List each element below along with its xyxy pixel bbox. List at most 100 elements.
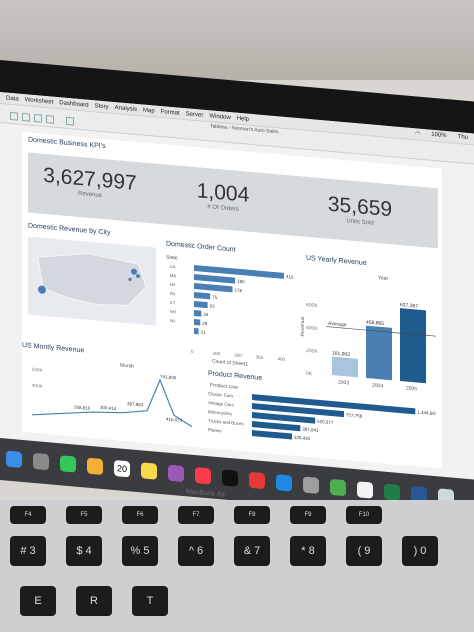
menu-worksheet[interactable]: Worksheet (24, 96, 54, 106)
order-bar-label: 416 (286, 274, 294, 280)
launchpad-icon[interactable] (33, 452, 49, 471)
dashboard-title: Domestic Business KPI's (28, 136, 106, 151)
number-key[interactable]: * 8 (290, 536, 326, 566)
order-tick-label: 200 (234, 353, 242, 359)
kpi-units: 35,659 Units Sold (310, 191, 410, 230)
number-key[interactable]: # 3 (10, 536, 46, 566)
product-line-label: Trucks and Buses (208, 418, 245, 426)
menu-help[interactable]: Help (236, 115, 250, 123)
menu-map[interactable]: Map (142, 107, 155, 115)
order-bar-label: 34 (203, 312, 208, 317)
monthly-point-label: 741,835 (160, 374, 177, 380)
menu-server[interactable]: Server (185, 110, 204, 119)
function-key[interactable]: F5 (66, 506, 102, 524)
order-tick-label: 300 (256, 354, 264, 360)
menu-data[interactable]: Data (6, 95, 19, 103)
messages-icon[interactable] (60, 455, 76, 473)
menu-analysis[interactable]: Analysis (114, 104, 137, 113)
number-key[interactable]: $ 4 (66, 536, 102, 566)
menu-story[interactable]: Story (94, 102, 109, 111)
monthly-point-label: 268,810 (74, 404, 91, 410)
number-key[interactable]: ) 0 (402, 536, 438, 566)
product-bar[interactable] (252, 430, 293, 440)
product-line-label: Motorcycles (208, 409, 233, 416)
menu-format[interactable]: Format (160, 108, 180, 117)
new-datasource-icon[interactable] (46, 115, 54, 124)
product-bar[interactable] (252, 394, 416, 415)
year-bar[interactable] (400, 308, 426, 384)
number-key[interactable]: % 5 (122, 536, 158, 566)
wifi-icon[interactable]: ◠ (415, 131, 421, 138)
music-icon[interactable] (195, 467, 211, 485)
monthly-point-label: 397,983 (127, 401, 144, 407)
function-key[interactable]: F7 (178, 506, 214, 524)
year-bar[interactable] (332, 356, 358, 378)
us-map-graphic (37, 253, 147, 306)
order-bar[interactable] (194, 264, 284, 279)
letter-key[interactable]: T (132, 586, 168, 616)
map-point[interactable] (131, 268, 137, 275)
function-key[interactable]: F9 (290, 506, 326, 524)
order-bar[interactable] (194, 273, 236, 284)
order-bar[interactable] (194, 300, 208, 309)
appstore-icon[interactable] (276, 474, 292, 492)
map-point[interactable] (128, 277, 132, 281)
laptop-keyboard: F4 F5 F6 F7 F8 F9 F10 # 3 $ 4 % 5 ^ 6 & 7 * 8 ( 9 ) 0 E… (0, 500, 474, 632)
state-label: PA (170, 291, 175, 296)
state-label: NH (170, 309, 176, 315)
chart-icon[interactable] (66, 116, 74, 126)
product-bar[interactable] (252, 421, 301, 432)
order-bar[interactable] (194, 327, 199, 335)
number-key[interactable]: ( 9 (346, 536, 382, 566)
save-icon[interactable] (34, 113, 42, 123)
undo-icon[interactable] (10, 111, 18, 121)
order-bar[interactable] (194, 291, 211, 300)
product-bar-label: 329,431 (294, 435, 311, 441)
year-bar-label: 458,865 (366, 320, 384, 328)
state-label: CA (170, 264, 176, 270)
letter-key[interactable]: R (76, 586, 112, 616)
function-key[interactable]: F6 (122, 506, 158, 524)
finder-icon[interactable] (6, 450, 22, 468)
order-bar[interactable] (194, 282, 233, 293)
battery-level[interactable]: 100% (431, 131, 447, 140)
news-icon[interactable] (249, 471, 265, 490)
us-map[interactable] (28, 236, 156, 326)
order-tick-label: 100 (213, 351, 221, 357)
menu-window[interactable]: Window (209, 112, 231, 121)
letter-key[interactable]: E (20, 586, 56, 616)
product-bar[interactable] (252, 403, 345, 418)
map-point[interactable] (38, 285, 46, 294)
photos-icon[interactable] (87, 457, 103, 476)
order-bar[interactable] (194, 318, 201, 326)
number-key[interactable]: & 7 (234, 536, 270, 566)
menu-dashboard[interactable]: Dashboard (59, 99, 89, 109)
order-bar[interactable] (194, 309, 202, 317)
state-label: NJ (170, 318, 175, 323)
function-key[interactable]: F8 (234, 506, 270, 524)
yearly-legend-title: Year (378, 275, 389, 282)
tv-icon[interactable] (222, 469, 238, 487)
monthly-line[interactable] (31, 369, 193, 429)
function-key[interactable]: F10 (346, 506, 382, 524)
number-key[interactable]: ^ 6 (178, 536, 214, 566)
year-tick-label: 400K (306, 325, 318, 332)
calendar-icon[interactable]: 20 (114, 459, 130, 478)
chrome-icon[interactable] (330, 478, 346, 497)
laptop-screen: Data Worksheet Dashboard Story Analysis … (0, 92, 474, 494)
map-point[interactable] (136, 274, 140, 279)
tableau-icon[interactable] (357, 481, 373, 499)
order-tick-label: 400 (278, 356, 286, 362)
notes-icon[interactable] (141, 462, 157, 480)
redo-icon[interactable] (22, 112, 30, 122)
excel-icon[interactable] (384, 483, 400, 501)
settings-icon[interactable] (303, 476, 319, 494)
monthly-point-label: 416,072 (166, 417, 183, 423)
product-line-label: Classic Cars (208, 391, 234, 398)
year-bar[interactable] (366, 325, 392, 381)
function-key[interactable]: F4 (10, 506, 46, 524)
state-label: CT (170, 300, 176, 306)
product-bar[interactable] (252, 412, 316, 424)
podcasts-icon[interactable] (168, 464, 184, 483)
order-tick-label: 0 (191, 349, 194, 354)
